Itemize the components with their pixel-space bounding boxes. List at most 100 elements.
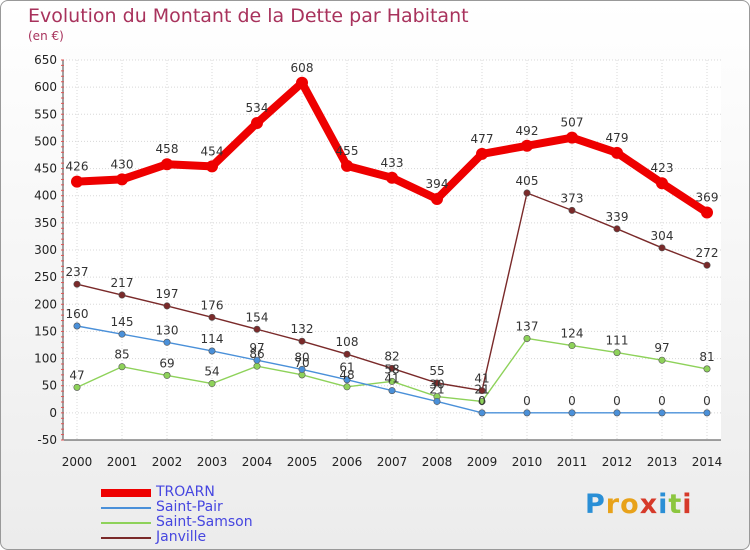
legend-swatch — [101, 537, 151, 539]
x-tick-label: 2003 — [197, 455, 228, 469]
data-label: 41 — [384, 372, 399, 386]
data-label: 114 — [201, 332, 224, 346]
data-label: 433 — [381, 156, 404, 170]
x-tick-label: 2008 — [422, 455, 453, 469]
x-tick-label: 2012 — [602, 455, 633, 469]
data-point — [298, 337, 306, 345]
data-label: 0 — [478, 394, 486, 408]
data-label: 217 — [111, 276, 134, 290]
data-point — [298, 365, 306, 373]
data-label: 492 — [516, 124, 539, 138]
data-label: 0 — [523, 394, 531, 408]
brand-letter: P — [585, 489, 606, 520]
data-point — [613, 349, 621, 357]
data-point — [253, 356, 261, 364]
data-point — [568, 342, 576, 350]
data-point — [343, 350, 351, 358]
data-point — [658, 356, 666, 364]
data-point — [703, 365, 711, 373]
y-tick-label: 100 — [34, 352, 57, 366]
data-point — [253, 325, 261, 333]
x-tick-label: 2002 — [152, 455, 183, 469]
data-point — [116, 173, 128, 186]
chart-title: Evolution du Montant de la Dette par Hab… — [28, 5, 469, 27]
data-label: 237 — [66, 265, 89, 279]
data-point — [701, 206, 713, 219]
y-tick-label: 350 — [34, 216, 57, 230]
data-label: 47 — [69, 368, 84, 382]
y-tick-label: 200 — [34, 297, 57, 311]
data-label: 69 — [159, 356, 174, 370]
data-point — [118, 330, 126, 338]
data-label: 55 — [429, 364, 444, 378]
data-label: 373 — [561, 191, 584, 205]
data-point — [163, 371, 171, 379]
y-tick-label: 150 — [34, 324, 57, 338]
x-tick-label: 2010 — [512, 455, 543, 469]
data-point — [343, 383, 351, 391]
data-label: 197 — [156, 287, 179, 301]
data-label: 507 — [561, 116, 584, 130]
data-point — [613, 225, 621, 233]
data-point — [703, 409, 711, 417]
data-label: 0 — [613, 394, 621, 408]
data-point — [208, 347, 216, 355]
data-label: 82 — [384, 349, 399, 363]
y-tick-label: 50 — [42, 379, 57, 393]
data-label: 479 — [606, 131, 629, 145]
data-point — [658, 244, 666, 252]
data-label: 477 — [471, 132, 494, 146]
data-point — [568, 206, 576, 214]
data-point — [341, 159, 353, 172]
x-tick-label: 2001 — [107, 455, 138, 469]
legend-swatch — [101, 507, 151, 509]
y-tick-label: 550 — [34, 107, 57, 121]
data-point — [71, 175, 83, 188]
data-label: 339 — [606, 210, 629, 224]
y-tick-label: 600 — [34, 80, 57, 94]
x-tick-label: 2006 — [332, 455, 363, 469]
data-point — [163, 338, 171, 346]
legend-label: Saint-Samson — [156, 514, 253, 530]
data-point — [296, 76, 308, 89]
data-label: 48 — [339, 368, 354, 382]
data-point — [431, 192, 443, 205]
data-point — [161, 158, 173, 171]
data-point — [478, 409, 486, 417]
brand-letter: o — [620, 489, 640, 520]
chart-subtitle: (en €) — [28, 29, 64, 43]
data-point — [208, 313, 216, 321]
data-point — [433, 397, 441, 405]
data-label: 430 — [111, 157, 134, 171]
data-point — [73, 383, 81, 391]
data-label: 455 — [336, 144, 359, 158]
y-tick-label: 250 — [34, 270, 57, 284]
data-label: 111 — [606, 334, 629, 348]
data-point — [523, 409, 531, 417]
data-point — [206, 160, 218, 173]
x-tick-label: 2007 — [377, 455, 408, 469]
data-label: 130 — [156, 323, 179, 337]
data-label: 272 — [696, 246, 719, 260]
data-point — [388, 364, 396, 372]
data-point — [118, 363, 126, 371]
y-tick-label: 300 — [34, 243, 57, 257]
data-point — [521, 139, 533, 152]
x-tick-label: 2014 — [692, 455, 723, 469]
data-label: 423 — [651, 161, 674, 175]
data-label: 97 — [249, 341, 264, 355]
data-label: 458 — [156, 142, 179, 156]
data-label: 132 — [291, 322, 314, 336]
data-label: 61 — [339, 361, 354, 375]
data-label: 137 — [516, 319, 539, 333]
data-label: 394 — [426, 177, 449, 191]
data-point — [658, 409, 666, 417]
data-label: 369 — [696, 191, 719, 205]
data-point — [478, 387, 486, 395]
data-label: 160 — [66, 307, 89, 321]
data-label: 30 — [429, 378, 444, 392]
data-label: 86 — [249, 347, 264, 361]
data-point — [433, 379, 441, 387]
brand-logo: Proxiti — [585, 489, 693, 520]
